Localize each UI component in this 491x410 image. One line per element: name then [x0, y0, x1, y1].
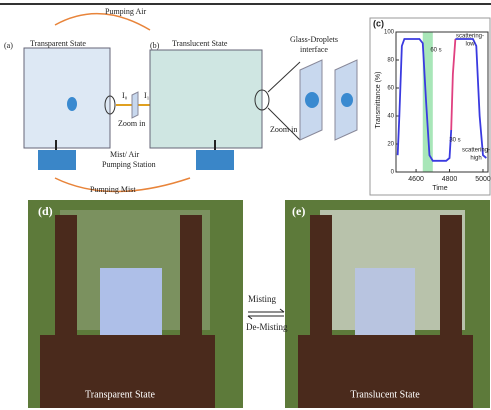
label: Pumping Air [105, 7, 146, 16]
panel-label: (b) [150, 41, 160, 50]
x-tick-label: 5000 [475, 176, 491, 183]
label: Pumping Station [102, 160, 156, 169]
y-tick-label: 40 [387, 114, 394, 120]
panel-label: (e) [292, 204, 305, 218]
panel-label: (d) [38, 204, 53, 218]
caption: Translucent State [350, 389, 420, 400]
leader [268, 62, 300, 92]
label: Translucent State [172, 39, 228, 48]
annotation: 30 s [449, 138, 460, 144]
caption: Transparent State [85, 389, 155, 400]
panel-label: (c) [373, 18, 384, 28]
glass [24, 48, 110, 148]
station [196, 150, 234, 170]
frame [55, 215, 77, 345]
label: Glass-Droplets [290, 35, 338, 44]
label: interface [300, 45, 328, 54]
photo: (d) Transparent State [28, 200, 243, 408]
annotation: high [470, 156, 481, 162]
label: Pumping Mist [90, 185, 136, 194]
chart: (c) Transmittance (%) Time 0204060801004… [370, 18, 491, 195]
arc [55, 14, 150, 30]
label: Zoom in [270, 125, 297, 134]
frame [310, 215, 332, 345]
annotation: scattering- [462, 148, 490, 154]
annotation: low [465, 42, 475, 48]
label: I₁ [144, 91, 150, 100]
grid-plate [100, 268, 162, 336]
x-tick-label: 4600 [408, 176, 424, 183]
figure: Pumping Air Pumping Mist (a) Transparent… [0, 0, 491, 410]
station [38, 150, 76, 170]
label: Zoom in [118, 119, 145, 128]
label: De-Misting [246, 322, 288, 332]
y-tick-label: 60 [387, 86, 394, 92]
y-tick-label: 100 [384, 30, 395, 36]
y-label: Transmittance (%) [375, 72, 382, 129]
annotation: 60 s [430, 48, 441, 54]
y-tick-label: 80 [387, 58, 394, 64]
y-tick-label: 20 [387, 142, 394, 148]
label: Mist/ Air [110, 150, 139, 159]
frame [440, 215, 462, 345]
x-label: Time [432, 185, 447, 192]
plate [132, 92, 138, 118]
glass [150, 50, 262, 148]
label: I₀ [122, 91, 128, 100]
droplet [67, 97, 77, 111]
grid-plate [355, 268, 415, 336]
panel-label: (a) [4, 41, 13, 50]
frame [180, 215, 202, 345]
photo: (e) Translucent State [285, 200, 490, 408]
droplet [341, 93, 353, 107]
x-tick-label: 4800 [442, 176, 458, 183]
droplet [305, 92, 319, 108]
label: Transparent State [30, 39, 86, 48]
label: Misting [248, 294, 277, 304]
annotation: scattering- [456, 34, 484, 40]
